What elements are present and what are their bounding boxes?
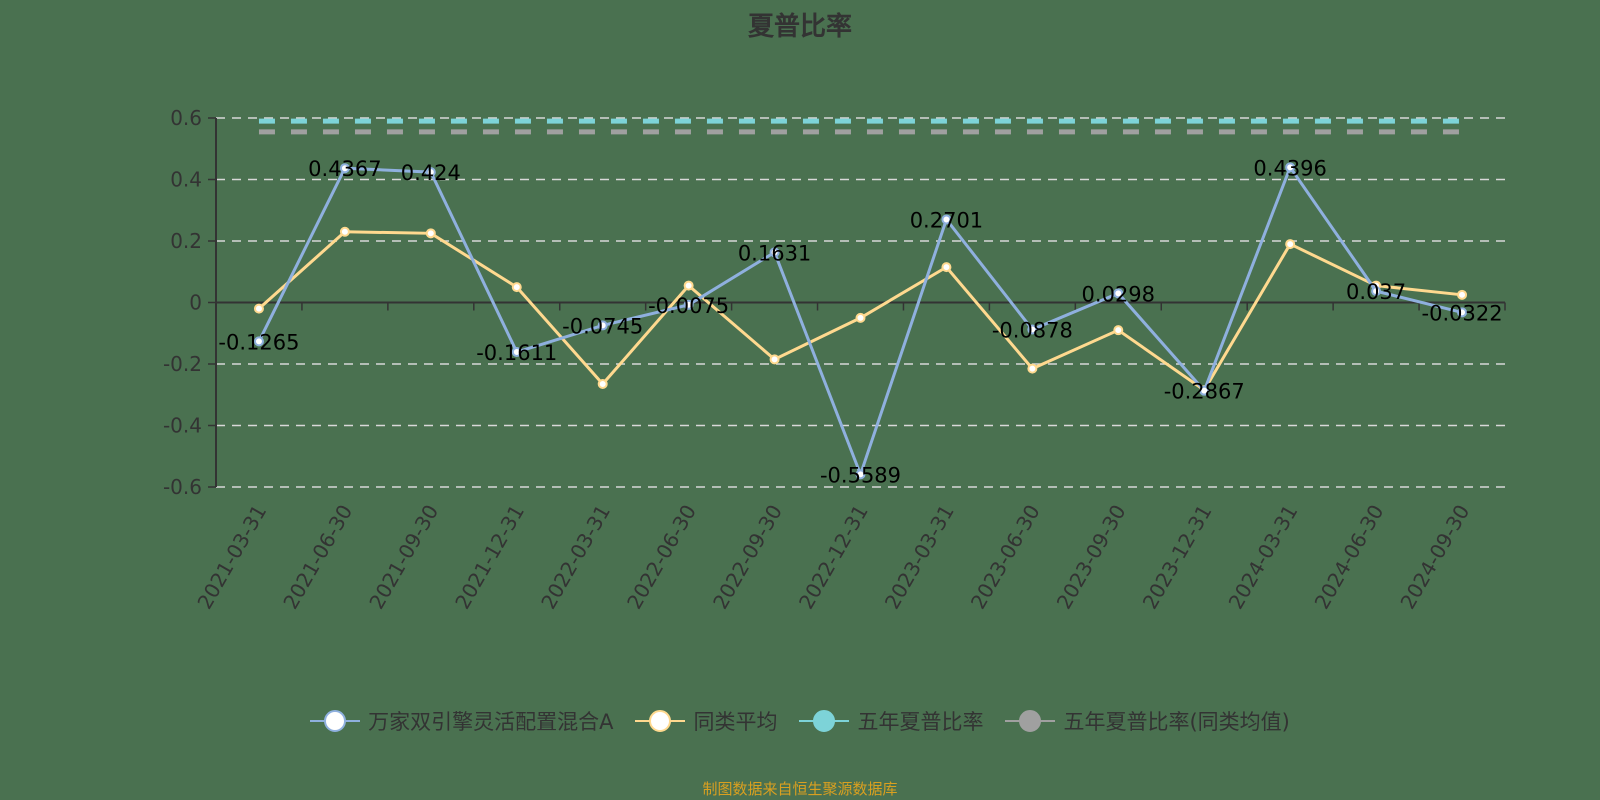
data-label: -0.1265 (218, 330, 299, 354)
legend-marker-icon (310, 709, 361, 733)
x-tick-label: 2022-03-31 (536, 501, 615, 614)
y-tick-label: 0 (189, 291, 202, 315)
legend-item-five-year-sharpe-peer[interactable]: 五年夏普比率(同类均值) (1005, 706, 1290, 736)
x-tick-label: 2022-06-30 (622, 501, 701, 614)
legend-label: 同类平均 (693, 710, 778, 734)
data-label: 0.0298 (1082, 282, 1155, 306)
data-label: -0.0878 (992, 318, 1073, 342)
x-tick-label: 2023-06-30 (966, 501, 1045, 614)
y-tick-label: 0.6 (170, 106, 202, 130)
data-label: -0.5589 (820, 463, 901, 487)
data-label: -0.0075 (648, 294, 729, 318)
data-labels: -0.1265 0.4367 0.424 -0.1611-0.0745-0.0075 0… (218, 156, 1502, 487)
legend-marker-icon (635, 709, 686, 733)
data-label: -0.0745 (562, 314, 643, 338)
data-label: 0.1631 (738, 241, 811, 265)
legend-label: 五年夏普比率 (857, 710, 984, 734)
x-tick-label: 2021-06-30 (278, 501, 357, 614)
x-tick-label: 2021-12-31 (450, 501, 529, 614)
x-tick-label: 2024-06-30 (1310, 501, 1389, 614)
x-tick-label: 2022-09-30 (708, 501, 787, 614)
gridlines (216, 117, 1505, 488)
legend-marker-icon (799, 709, 850, 733)
legend-item-fund[interactable]: 万家双引擎灵活配置混合A (310, 706, 613, 736)
legend-marker-icon (1005, 709, 1056, 733)
y-tick-label: -0.2 (163, 352, 202, 376)
data-label: 0.4396 (1253, 156, 1326, 180)
data-label: -0.2867 (1164, 380, 1245, 404)
legend-label: 五年夏普比率(同类均值) (1063, 710, 1290, 734)
data-label: 0.2701 (910, 208, 983, 232)
x-tick-label: 2023-03-31 (880, 501, 959, 614)
y-tick-label: 0.2 (170, 229, 202, 253)
data-label: 0.037 (1346, 280, 1406, 304)
legend-item-peer-average[interactable]: 同类平均 (635, 706, 777, 736)
chart-title: 夏普比率 (747, 12, 852, 42)
data-label: -0.0322 (1422, 301, 1503, 325)
x-tick-label: 2021-03-31 (192, 501, 271, 614)
y-tick-label: 0.4 (170, 168, 202, 192)
x-tick-label: 2024-09-30 (1395, 501, 1474, 614)
y-tick-label: -0.4 (163, 414, 202, 438)
data-source-note: 制图数据来自恒生聚源数据库 (702, 780, 898, 798)
legend-label: 万家双引擎灵活配置混合A (368, 710, 614, 734)
data-label: -0.1611 (476, 341, 557, 365)
legend-item-five-year-sharpe[interactable]: 五年夏普比率 (799, 706, 983, 736)
y-tick-label: -0.6 (163, 475, 202, 499)
x-tick-label: 2021-09-30 (364, 501, 443, 614)
legend: 万家双引擎灵活配置混合A 同类平均 五年夏普比率 五年夏普比率(同类均值) (0, 706, 1600, 736)
reference-lines (258, 118, 1463, 135)
x-tick-label: 2023-09-30 (1052, 501, 1131, 614)
data-label: 0.4367 (308, 157, 381, 181)
x-tick-label: 2022-12-31 (794, 501, 873, 614)
data-label: 0.424 (401, 161, 461, 185)
x-tick-label: 2023-12-31 (1138, 501, 1217, 614)
x-tick-label: 2024-03-31 (1224, 501, 1303, 614)
series-lines (253, 162, 1468, 480)
